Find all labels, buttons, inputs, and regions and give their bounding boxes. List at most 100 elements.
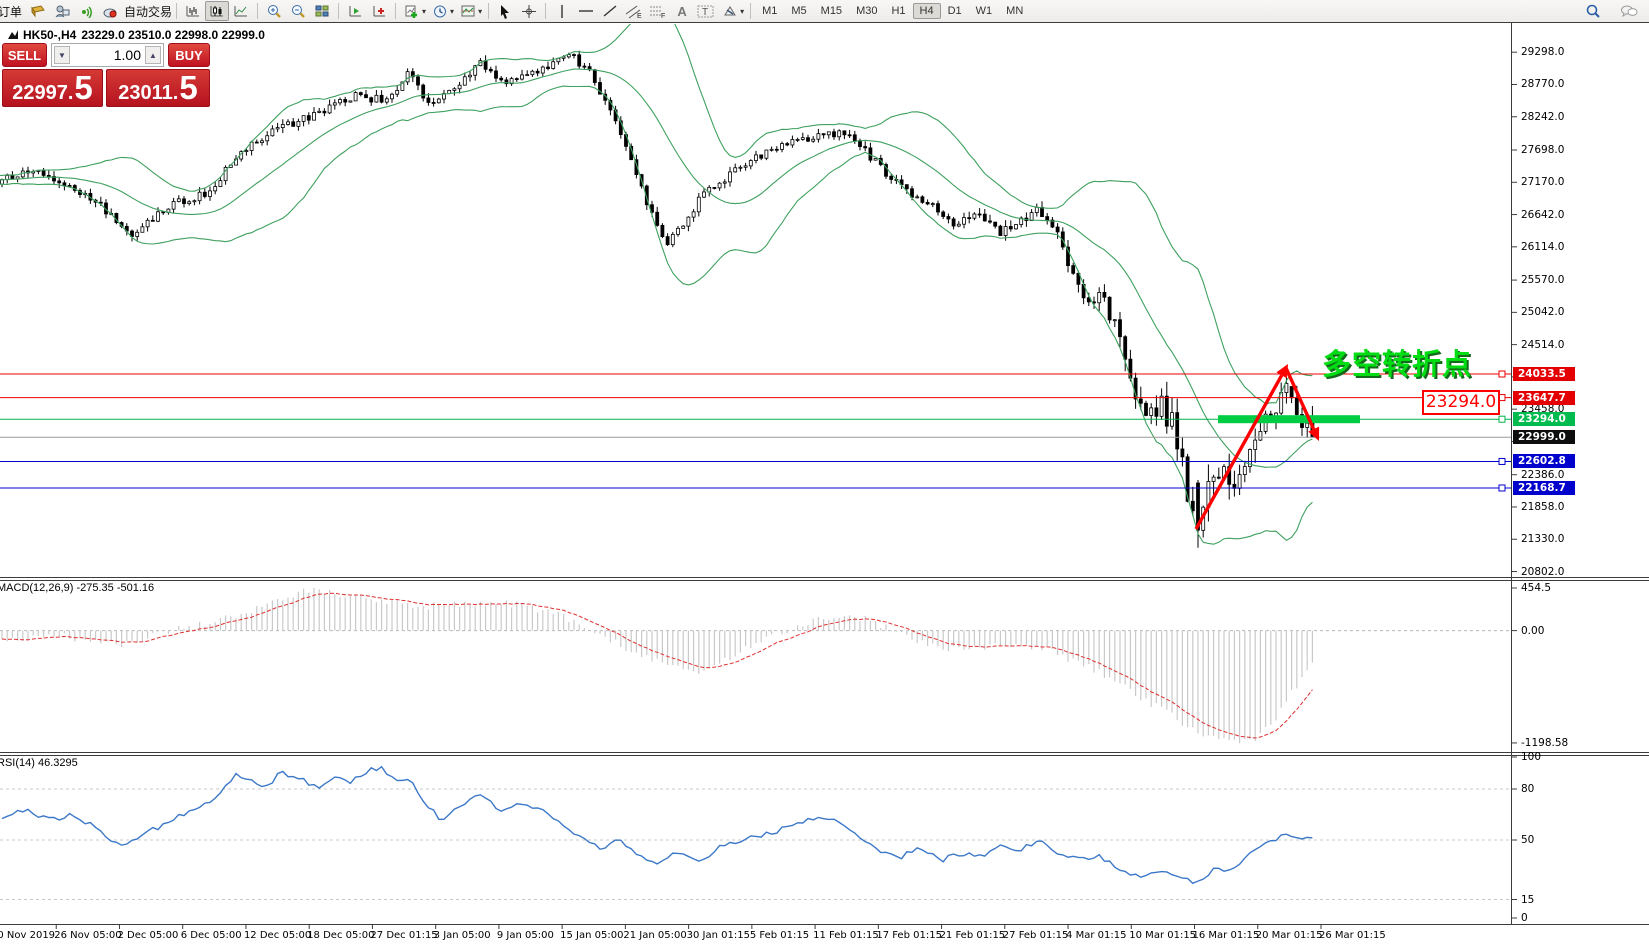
timeframe-button-d1[interactable]: D1 (947, 5, 962, 17)
toolbar-separator (750, 3, 752, 19)
time-axis-label: 27 Dec 01:15 (370, 930, 438, 941)
autotrade-icon[interactable] (98, 1, 122, 21)
price-level-badge[interactable]: 23294.0 (1513, 412, 1575, 427)
time-axis-label: 3 Jan 05:00 (433, 930, 491, 941)
tile-windows-icon[interactable] (310, 1, 334, 21)
price-tick-label: 27698.0 (1521, 144, 1565, 156)
indicator-run-icon[interactable] (343, 1, 367, 21)
text-label-icon[interactable]: T (694, 1, 718, 21)
toolbar-separator (488, 3, 490, 19)
sell-price[interactable]: 22997. 5 (2, 69, 103, 107)
buy-button[interactable]: BUY (168, 43, 210, 67)
timeframe-button-m30[interactable]: M30 (856, 5, 878, 17)
shapes-dropdown-caret[interactable]: ▾ (740, 6, 745, 16)
price-tick-label: 26642.0 (1521, 208, 1565, 221)
equidistant-channel-icon[interactable]: E (622, 1, 646, 21)
rsi-tick-label: 0 (1521, 912, 1528, 924)
period-clock-icon[interactable] (428, 1, 452, 21)
price-level-badge[interactable]: 22602.8 (1513, 454, 1575, 469)
ohlc-values: 23229.0 23510.0 22998.0 22999.0 (81, 28, 265, 42)
time-axis-label: 26 Mar 01:15 (1319, 930, 1386, 941)
signal-icon[interactable] (74, 1, 98, 21)
price-level-badge[interactable]: 22999.0 (1513, 430, 1575, 445)
symbol-period-label: HK50-,H4 (23, 28, 77, 42)
price-tick-label: 28242.0 (1521, 110, 1565, 123)
search-icon[interactable] (1581, 1, 1605, 21)
volume-box[interactable]: ▼ 1.00 ▲ (51, 43, 164, 67)
time-axis-label: 21 Feb 01:15 (939, 930, 1006, 941)
chart-title: HK50-,H4 23229.0 23510.0 22998.0 22999.0 (8, 28, 265, 42)
timeframe-button-h1[interactable]: H1 (891, 5, 906, 17)
price-tick-label: 29298.0 (1521, 46, 1565, 59)
time-axis-label: 11 Feb 01:15 (813, 930, 879, 941)
timeframe-button-h4[interactable]: H4 (912, 3, 941, 19)
indicator-add-icon[interactable] (367, 1, 391, 21)
rsi-indicator-label: RSI(14) 46.3295 (0, 757, 78, 769)
price-tick-label: 25570.0 (1521, 274, 1565, 287)
vertical-line-icon[interactable] (550, 1, 574, 21)
price-tick-label: 24514.0 (1521, 338, 1565, 351)
chat-icon[interactable] (1617, 1, 1641, 21)
one-click-trade-panel: SELL ▼ 1.00 ▲ BUY 22997. 5 23011. 5 (2, 43, 210, 107)
price-tick-label: 28770.0 (1521, 78, 1565, 91)
line-chart-icon[interactable] (229, 1, 253, 21)
label-letter: T (702, 7, 708, 18)
fibonacci-icon[interactable]: F (646, 1, 670, 21)
zoom-in-icon[interactable] (262, 1, 286, 21)
timeframe-button-m1[interactable]: M1 (762, 5, 778, 17)
history-icon[interactable] (26, 1, 50, 21)
crosshair-icon[interactable] (517, 1, 541, 21)
autotrade-label[interactable]: 自动交易 (124, 4, 173, 19)
time-axis-label: 30 Jan 01:15 (686, 930, 750, 941)
timeframe-button-mn[interactable]: MN (1006, 5, 1024, 17)
volume-value[interactable]: 1.00 (113, 47, 141, 63)
timeframe-group: M1 M5 M15 M30 H1 H4 D1 W1 MN (755, 3, 1030, 19)
cursor-icon[interactable] (493, 1, 517, 21)
orders-label[interactable]: 订单 (0, 4, 23, 19)
timeframe-button-w1[interactable]: W1 (975, 5, 993, 17)
volume-increase-button[interactable]: ▲ (145, 46, 161, 64)
price-tick-label: 21330.0 (1521, 533, 1565, 546)
trendline-icon[interactable] (598, 1, 622, 21)
time-axis-label: 10 Mar 01:15 (1129, 930, 1197, 941)
new-chart-dropdown-caret[interactable]: ▾ (422, 6, 427, 16)
support-price-callout[interactable]: 23294.0 (1422, 390, 1500, 415)
text-tool-icon[interactable]: A (677, 3, 687, 19)
toolbar-separator (395, 3, 397, 19)
period-dropdown-caret[interactable]: ▾ (450, 6, 455, 16)
time-axis-label: 26 Nov 05:00 (54, 930, 122, 941)
rsi-tick-label: 100 (1521, 751, 1542, 763)
time-axis-label: 21 Jan 05:00 (623, 930, 687, 941)
shapes-icon[interactable] (718, 1, 742, 21)
chart-template-icon[interactable] (456, 1, 480, 21)
volume-decrease-button[interactable]: ▼ (54, 46, 70, 64)
sell-button[interactable]: SELL (2, 43, 47, 67)
price-tick-label: 20802.0 (1521, 565, 1565, 578)
time-axis-label: 2 Dec 05:00 (117, 930, 179, 941)
buy-price[interactable]: 23011. 5 (106, 69, 210, 107)
channel-letter: E (637, 13, 642, 19)
turning-point-annotation: 多空转折点 (1322, 349, 1473, 381)
market-watch-icon[interactable] (50, 1, 74, 21)
bar-chart-icon[interactable] (181, 1, 205, 21)
price-tick-label: 21858.0 (1521, 500, 1565, 513)
time-axis-label: 20 Mar 01:15 (1255, 930, 1323, 941)
macd-indicator-label: MACD(12,26,9) -275.35 -501.16 (0, 582, 155, 594)
timeframe-button-m5[interactable]: M5 (791, 5, 807, 17)
macd-tick-label: 0.00 (1521, 624, 1545, 637)
rsi-tick-label: 50 (1521, 834, 1535, 846)
new-chart-icon[interactable] (400, 1, 424, 21)
price-level-badge[interactable]: 24033.5 (1513, 367, 1575, 381)
candlestick-chart-icon[interactable] (205, 1, 230, 21)
template-dropdown-caret[interactable]: ▾ (478, 6, 483, 16)
price-level-badge[interactable]: 23647.7 (1513, 390, 1575, 405)
chart-symbol-icon (8, 30, 18, 39)
time-axis-label: 9 Jan 05:00 (496, 930, 554, 941)
horizontal-line-icon[interactable] (574, 1, 598, 21)
timeframe-button-m15[interactable]: M15 (820, 5, 843, 17)
price-level-badge[interactable]: 22168.7 (1513, 480, 1575, 495)
zoom-out-icon[interactable] (286, 1, 310, 21)
price-tick-label: 22386.0 (1521, 468, 1565, 481)
price-tick-label: 25042.0 (1521, 306, 1565, 319)
